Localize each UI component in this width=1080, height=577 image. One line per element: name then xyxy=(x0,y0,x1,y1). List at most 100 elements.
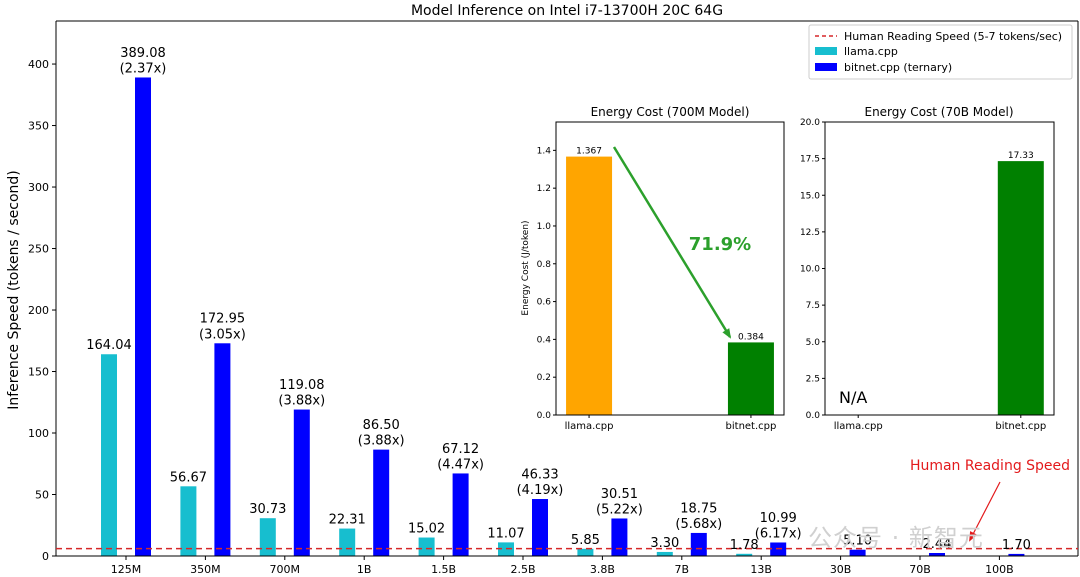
main-chart-title: Model Inference on Intel i7-13700H 20C 6… xyxy=(411,3,723,19)
bitnet-value-label: 172.95 (3.05x) xyxy=(199,312,246,343)
legend-label-reference-line: Human Reading Speed (5-7 tokens/sec) xyxy=(844,30,1062,43)
bitnet-value-label: 46.33 (4.19x) xyxy=(517,467,564,498)
inset2-y-tick-label: 5.0 xyxy=(806,338,821,348)
main-y-tick-label: 350 xyxy=(28,120,49,133)
inset2-y-tick-label: 7.5 xyxy=(806,301,820,311)
inset1-y-tick-label: 0.0 xyxy=(537,411,552,421)
inset2-bar-value-label: 17.33 xyxy=(1008,151,1034,161)
inset2-title: Energy Cost (70B Model) xyxy=(864,105,1013,119)
llama-value-label: 30.73 xyxy=(249,502,286,517)
legend-label-llama: llama.cpp xyxy=(844,45,898,58)
main-y-tick-label: 250 xyxy=(28,243,49,256)
llama-bar xyxy=(101,354,117,556)
bitnet-value-label: 30.51 (5.22x) xyxy=(596,487,643,518)
bitnet-bar xyxy=(293,409,310,556)
main-y-tick-label: 150 xyxy=(28,366,49,379)
main-y-tick-label: 100 xyxy=(28,427,49,440)
inset1-bar-bitnet-cpp xyxy=(727,342,774,415)
main-x-tick-label: 350M xyxy=(190,563,221,576)
inset2-y-tick-label: 0.0 xyxy=(806,411,821,421)
inset2-x-tick-label: bitnet.cpp xyxy=(995,421,1046,432)
bitnet-bar xyxy=(929,552,945,556)
watermark: 公众号 · 新智元 xyxy=(808,524,984,552)
main-inference-chart: Model Inference on Intel i7-13700H 20C 6… xyxy=(6,3,1079,576)
inset1-bar-value-label: 1.367 xyxy=(576,147,602,157)
legend-swatch-llama xyxy=(815,47,837,55)
inset1-y-tick-label: 1.2 xyxy=(537,184,551,194)
inset1-y-tick-label: 1.0 xyxy=(537,222,552,232)
main-x-tick-label: 30B xyxy=(830,563,852,576)
llama-bar xyxy=(736,553,753,556)
bitnet-value-label: 2.44 xyxy=(923,537,952,552)
bitnet-bar xyxy=(532,499,548,556)
bitnet-bar xyxy=(611,518,628,556)
inset2-y-tick-label: 2.5 xyxy=(806,374,820,384)
bitnet-bar xyxy=(849,549,866,556)
inset2-y-tick-label: 20.0 xyxy=(800,118,820,128)
llama-value-label: 164.04 xyxy=(86,338,132,353)
inset1-y-tick-label: 0.8 xyxy=(537,260,552,270)
human-reading-speed-annotation: Human Reading Speed xyxy=(910,458,1070,474)
main-x-tick-label: 2.5B xyxy=(510,563,535,576)
inset1-x-tick-label: bitnet.cpp xyxy=(726,421,777,432)
llama-value-label: 11.07 xyxy=(487,526,524,541)
inset2-y-tick-label: 10.0 xyxy=(800,265,820,275)
bitnet-value-label: 389.08 (2.37x) xyxy=(120,46,167,77)
llama-bar xyxy=(180,486,197,556)
main-x-tick-label: 125M xyxy=(111,563,142,576)
llama-value-label: 15.02 xyxy=(408,522,445,537)
inset1-bar-llama-cpp xyxy=(566,156,613,416)
inset1-y-tick-label: 0.6 xyxy=(537,298,552,308)
main-x-tick-label: 100B xyxy=(985,563,1014,576)
main-x-tick-label: 7B xyxy=(675,563,690,576)
legend-swatch-bitnet xyxy=(815,63,837,71)
bitnet-value-label: 86.50 (3.88x) xyxy=(358,418,405,449)
llama-value-label: 5.85 xyxy=(571,533,600,548)
llama-bar xyxy=(656,551,673,556)
main-y-tick-label: 300 xyxy=(28,181,49,194)
main-x-tick-label: 1.5B xyxy=(431,563,456,576)
bitnet-value-label: 10.99 (6.17x) xyxy=(755,511,802,542)
inset1-title: Energy Cost (700M Model) xyxy=(591,105,750,119)
inset1-frame xyxy=(555,121,785,416)
inset2-x-tick-label: llama.cpp xyxy=(834,421,883,432)
llama-value-label: 22.31 xyxy=(329,513,366,528)
main-y-tick-label: 0 xyxy=(42,550,49,563)
human-reading-speed-arrow xyxy=(969,481,1001,542)
llama-bar xyxy=(259,518,276,556)
inset1-y-tick-label: 0.2 xyxy=(537,373,551,383)
llama-bar xyxy=(418,537,435,556)
inset2-y-tick-label: 12.5 xyxy=(800,228,820,238)
bitnet-bar xyxy=(452,473,469,556)
bitnet-value-label: 1.70 xyxy=(1002,538,1031,553)
legend-box xyxy=(808,24,1073,80)
main-x-tick-label: 1B xyxy=(357,563,372,576)
inset1-y-axis-label: Energy Cost (J/token) xyxy=(521,220,531,315)
main-y-tick-label: 200 xyxy=(28,304,49,317)
inset1-bar-value-label: 0.384 xyxy=(738,332,764,342)
bitnet-value-label: 5.10 xyxy=(843,534,872,549)
main-y-tick-label: 400 xyxy=(28,58,49,71)
inset1-y-tick-label: 0.4 xyxy=(537,335,552,345)
bitnet-bar xyxy=(214,343,231,556)
llama-value-label: 3.30 xyxy=(650,536,679,551)
bitnet-value-label: 119.08 (3.88x) xyxy=(278,378,325,409)
inset2-bar-bitnet-cpp xyxy=(997,161,1044,415)
inset1-x-tick-label: llama.cpp xyxy=(565,421,614,432)
inset1-reduction-percent: 71.9% xyxy=(689,234,751,255)
energy-cost-700m-inset: Energy Cost (700M Model) Energy Cost (J/… xyxy=(510,98,785,440)
inset2-y-tick-label: 15.0 xyxy=(800,191,820,201)
inset2-frame xyxy=(824,121,1055,416)
bitnet-value-label: 67.12 (4.47x) xyxy=(437,442,484,473)
inset1-y-tick-label: 1.4 xyxy=(537,146,552,156)
bitnet-value-label: 18.75 (5.68x) xyxy=(675,501,722,532)
energy-cost-70b-inset: Energy Cost (70B Model) 0.0 2.5 5.0 7.5 10.0… xyxy=(790,98,1062,440)
main-x-tick-label: 70B xyxy=(909,563,931,576)
main-x-tick-label: 3.8B xyxy=(590,563,615,576)
bitnet-bar xyxy=(690,532,707,556)
legend-label-bitnet: bitnet.cpp (ternary) xyxy=(844,61,952,74)
llama-value-label: 56.67 xyxy=(170,470,207,485)
main-y-axis-label: Inference Speed (tokens / second) xyxy=(6,170,22,410)
legend: Human Reading Speed (5-7 tokens/sec) lla… xyxy=(808,24,1073,80)
